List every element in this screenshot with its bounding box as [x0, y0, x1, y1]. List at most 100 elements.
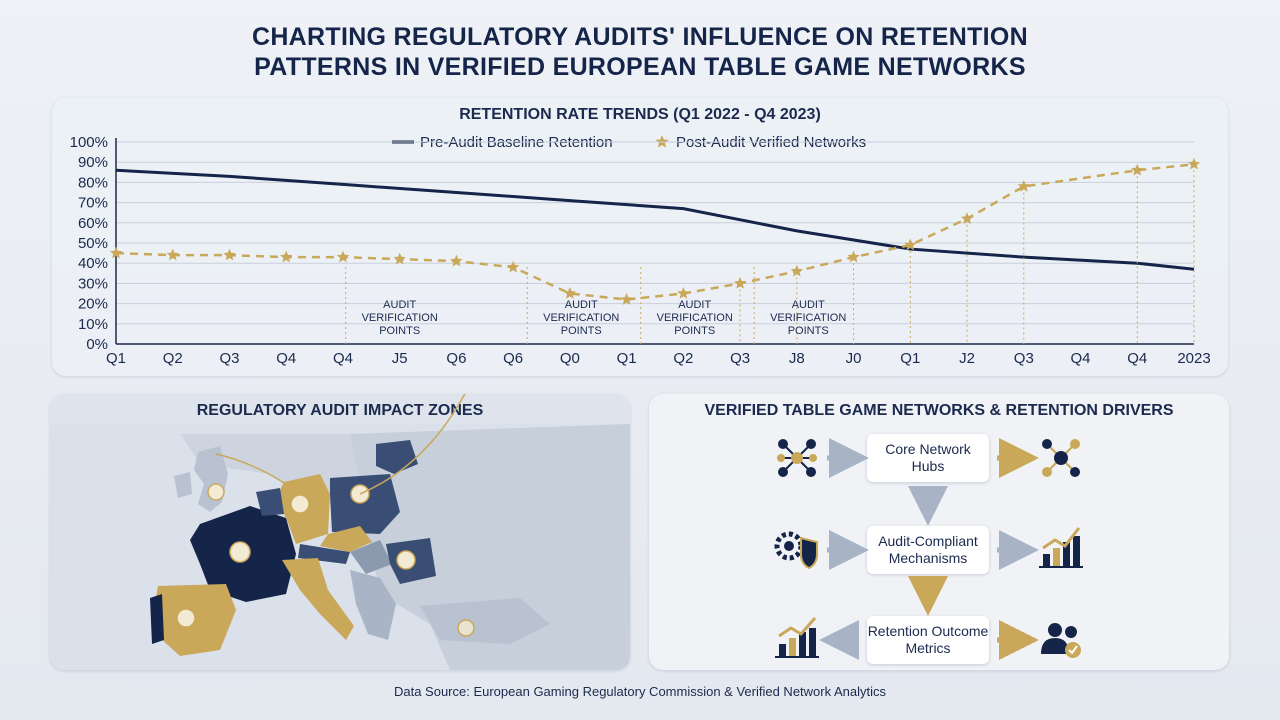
series-line-baseline: [115, 168, 1195, 271]
data-point-star: [280, 250, 293, 263]
flow-box-retention-outcome-metrics: Retention Outcome Metrics: [867, 616, 989, 664]
users-check-icon: [1041, 623, 1081, 658]
chart-title: RETENTION RATE TRENDS (Q1 2022 - Q4 2023…: [459, 106, 821, 123]
map-italy: [282, 558, 354, 640]
annotation-label: POINTS: [788, 325, 829, 337]
network-hub-icon: [777, 439, 817, 477]
data-point-star: [677, 287, 690, 299]
data-point-star: [847, 250, 860, 263]
network-cluster-icon: [1042, 439, 1080, 477]
y-tick-label: 90%: [78, 154, 108, 171]
x-tick-label: Q1: [900, 350, 920, 367]
map-balkans: [350, 570, 396, 640]
flow-box-audit-compliant-mechanisms: Audit-Compliant Mechanisms: [867, 526, 989, 574]
x-tick-label: J2: [959, 350, 975, 367]
map-benelux: [256, 488, 284, 516]
annotation-label: VERIFICATION: [543, 312, 619, 324]
data-point-star: [223, 248, 236, 261]
gear-shield-icon: [774, 531, 818, 570]
x-tick-label: Q3: [730, 350, 750, 367]
data-point-star: [1187, 157, 1201, 170]
data-point-star: [1131, 163, 1144, 176]
x-tick-label: J5: [392, 350, 408, 367]
annotation-label: VERIFICATION: [770, 312, 846, 324]
europe-map: [50, 394, 630, 670]
y-tick-label: 20%: [78, 296, 108, 313]
map-marker-icon: [290, 494, 310, 514]
x-tick-label: Q4: [1071, 350, 1091, 367]
x-tick-label: Q4: [333, 350, 353, 367]
y-tick-label: 0%: [86, 336, 108, 353]
x-tick-label: J0: [846, 350, 862, 367]
map-poland: [330, 474, 400, 534]
map-connector-line: [359, 394, 466, 495]
main-title-line-2: PATTERNS IN VERIFIED EUROPEAN TABLE GAME…: [254, 53, 1026, 81]
annotation-label: POINTS: [561, 325, 602, 337]
y-tick-label: 30%: [78, 275, 108, 292]
annotation-label: AUDIT: [383, 299, 416, 311]
data-point-star: [620, 293, 633, 305]
main-title: CHARTING REGULATORY AUDITS' INFLUENCE ON…: [0, 22, 1280, 82]
legend-swatch-post-audit: [655, 135, 669, 148]
data-point-star: [166, 248, 179, 261]
map-czechia: [320, 526, 372, 552]
chart-panel: RETENTION RATE TRENDS (Q1 2022 - Q4 2023…: [52, 98, 1228, 376]
map-audit-markers: [176, 394, 475, 637]
flow-title: VERIFIED TABLE GAME NETWORKS & RETENTION…: [704, 402, 1174, 419]
data-point-star: [904, 238, 917, 251]
x-tick-label: Q1: [617, 350, 637, 367]
annotation-label: AUDIT: [565, 299, 598, 311]
map-connector-line: [215, 453, 301, 495]
rising-bar-chart-icon: [775, 617, 819, 658]
flow-panel: VERIFIED TABLE GAME NETWORKS & RETENTION…: [649, 394, 1229, 670]
y-tick-label: 10%: [78, 316, 108, 333]
x-tick-label: Q4: [276, 350, 296, 367]
map-hungary: [350, 540, 392, 574]
x-tick-label: Q2: [163, 350, 183, 367]
annotation-label: VERIFICATION: [657, 312, 733, 324]
map-eastern-land: [350, 424, 630, 670]
annotation-label: AUDIT: [792, 299, 825, 311]
main-title-line-1: CHARTING REGULATORY AUDITS' INFLUENCE ON…: [251, 23, 1029, 51]
retention-line-chart: Pre-Audit Baseline Retention Post-Audit V…: [70, 134, 1211, 367]
map-marker-icon: [457, 619, 475, 637]
x-tick-label: J8: [789, 350, 805, 367]
data-source-footer: Data Source: European Gaming Regulatory …: [393, 684, 887, 699]
x-tick-label: Q0: [560, 350, 580, 367]
annotation-label: AUDIT: [678, 299, 711, 311]
map-portugal: [150, 594, 164, 644]
y-tick-label: 50%: [78, 235, 108, 252]
annotation-label: POINTS: [674, 325, 715, 337]
data-point-star: [109, 246, 123, 259]
x-tick-label: Q4: [1127, 350, 1147, 367]
map-ireland: [174, 472, 192, 498]
data-point-star: [336, 250, 350, 263]
data-point-star: [733, 276, 747, 289]
y-tick-label: 70%: [78, 195, 108, 212]
map-panel: REGULATORY AUDIT IMPACT ZONES: [50, 394, 630, 670]
x-tick-label: Q6: [446, 350, 466, 367]
data-point-star: [1017, 179, 1030, 192]
map-marker-icon: [229, 541, 251, 563]
x-tick-label: Q3: [219, 350, 239, 367]
data-point-star: [506, 260, 520, 273]
map-turkey: [420, 598, 550, 644]
y-tick-label: 100%: [70, 134, 108, 151]
series-line-post-audit: [115, 162, 1195, 301]
y-tick-label: 60%: [78, 215, 108, 232]
map-marker-icon: [176, 608, 196, 628]
x-tick-label: 2023: [1177, 350, 1210, 367]
data-point-star: [563, 287, 577, 299]
map-title: REGULATORY AUDIT IMPACT ZONES: [196, 402, 484, 419]
flow-box-core-network-hubs: Core Network Hubs: [867, 434, 989, 482]
x-tick-label: Q1: [106, 350, 126, 367]
y-tick-label: 80%: [78, 174, 108, 191]
x-tick-label: Q6: [503, 350, 523, 367]
y-tick-label: 40%: [78, 255, 108, 272]
x-tick-label: Q2: [673, 350, 693, 367]
annotation-label: VERIFICATION: [362, 312, 438, 324]
x-tick-label: Q3: [1014, 350, 1034, 367]
data-point-star: [450, 254, 463, 267]
data-point-star: [960, 212, 974, 225]
annotation-label: POINTS: [379, 325, 420, 337]
